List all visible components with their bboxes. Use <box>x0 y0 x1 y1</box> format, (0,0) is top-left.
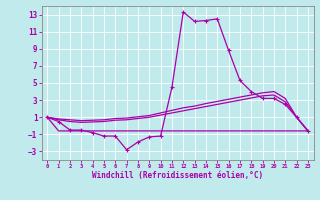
X-axis label: Windchill (Refroidissement éolien,°C): Windchill (Refroidissement éolien,°C) <box>92 171 263 180</box>
